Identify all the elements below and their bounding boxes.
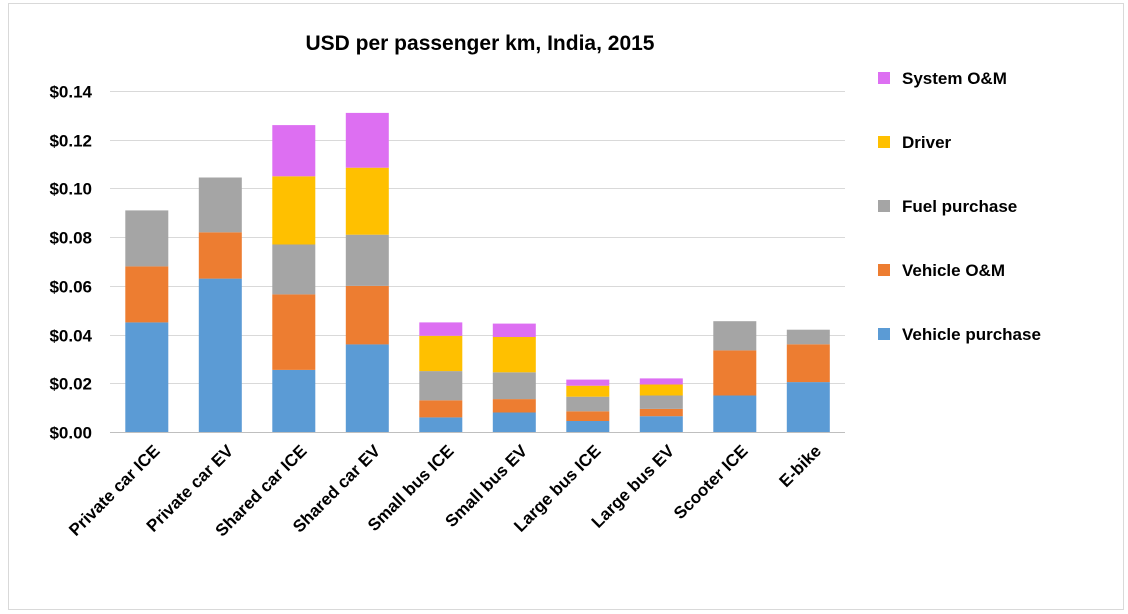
bar-segment (713, 350, 757, 396)
y-tick-label: $0.04 (49, 327, 92, 346)
bar-segment (419, 371, 463, 401)
bar-segment (272, 244, 316, 295)
bar-segment (272, 176, 316, 245)
bar-segment (125, 266, 169, 323)
bar-segment (639, 395, 683, 409)
bar-segment (272, 125, 316, 177)
bar-segment (566, 379, 610, 386)
y-tick-label: $0.12 (49, 132, 92, 151)
bar-segment (786, 329, 830, 345)
bar-segment (198, 232, 242, 279)
bar-segment (419, 322, 463, 336)
x-tick-label: Scooter ICE (670, 441, 752, 523)
bar-segment (566, 385, 610, 397)
bar-segment (198, 177, 242, 233)
x-tick-label: E-bike (776, 441, 826, 491)
bar-segment (272, 369, 316, 432)
bar-segment (492, 372, 536, 400)
legend-swatch (878, 200, 890, 212)
bars (125, 112, 830, 432)
bar-segment (345, 344, 389, 432)
legend-swatch (878, 72, 890, 84)
bar-segment (492, 399, 536, 413)
bar-segment (786, 382, 830, 432)
bar-segment (566, 421, 610, 432)
bar-segment (492, 412, 536, 432)
bar-segment (566, 396, 610, 412)
bar-segment (345, 285, 389, 345)
y-tick-label: $0.10 (49, 180, 92, 199)
bar-segment (419, 335, 463, 372)
legend-label: Fuel purchase (902, 197, 1017, 216)
bar-segment (492, 337, 536, 373)
bar-segment (492, 323, 536, 337)
bar-segment (713, 395, 757, 432)
legend-swatch (878, 136, 890, 148)
legend-label: Vehicle purchase (902, 325, 1041, 344)
legend-swatch (878, 328, 890, 340)
bar-segment (639, 408, 683, 417)
bar-segment (345, 167, 389, 235)
chart-title: USD per passenger km, India, 2015 (306, 32, 655, 55)
bar-segment (419, 400, 463, 418)
legend-swatch (878, 264, 890, 276)
bar-segment (786, 344, 830, 383)
bar-segment (272, 294, 316, 370)
legend-label: Vehicle O&M (902, 261, 1005, 280)
legend: System O&M Driver Fuel purchase Vehicle O&M… (878, 69, 1041, 344)
y-tick-label: $0.08 (49, 229, 92, 248)
y-tick-label: $0.06 (49, 278, 92, 297)
bar-segment (713, 321, 757, 351)
bar-segment (198, 278, 242, 432)
y-tick-label: $0.02 (49, 375, 92, 394)
bar-segment (125, 210, 169, 267)
legend-label: System O&M (902, 69, 1007, 88)
bar-segment (125, 322, 169, 432)
legend-label: Driver (902, 133, 952, 152)
bar-segment (566, 411, 610, 421)
bar-segment (639, 416, 683, 432)
chart-frame (8, 3, 1124, 610)
bar-segment (419, 417, 463, 432)
bar-segment (639, 378, 683, 385)
bar-segment (639, 384, 683, 396)
y-tick-label: $0.00 (49, 424, 92, 443)
bar-segment (345, 112, 389, 168)
bar-segment (345, 234, 389, 286)
y-axis-ticks: $0.00 $0.02 $0.04 $0.06 $0.08 $0.10 $0.12 $0.14 (49, 83, 92, 443)
y-tick-label: $0.14 (49, 83, 92, 102)
